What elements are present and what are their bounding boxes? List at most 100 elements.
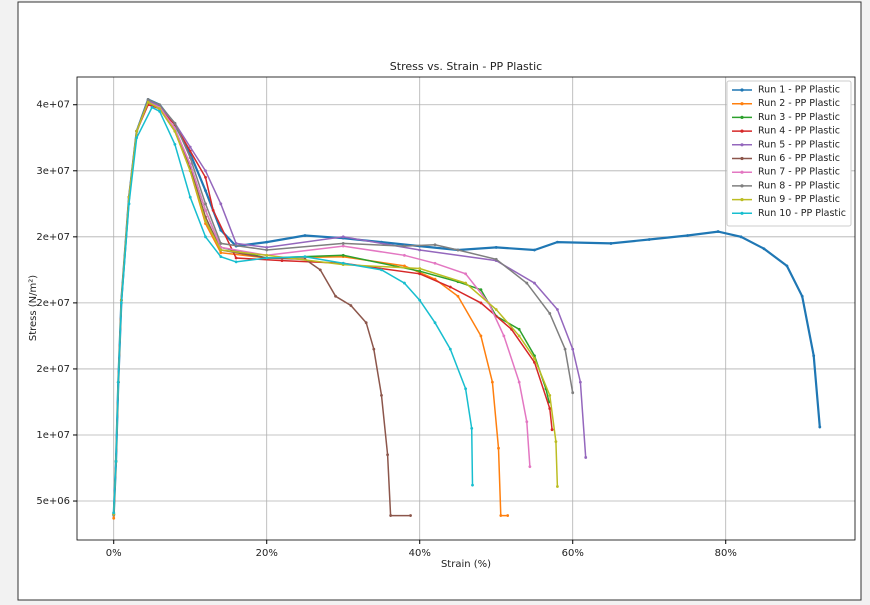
data-point — [403, 281, 406, 285]
series-line — [112, 106, 474, 513]
data-point — [490, 380, 494, 384]
data-point — [533, 281, 536, 285]
data-point — [548, 312, 552, 315]
legend-marker — [740, 156, 744, 161]
data-point — [364, 321, 368, 325]
x-tick-label: 0% — [106, 548, 122, 559]
legend-label: Run 8 - PP Plastic — [758, 180, 840, 191]
y-tick-label: 4e+07 — [36, 100, 70, 111]
data-point — [716, 230, 720, 233]
data-point — [785, 264, 789, 268]
chart-title: Stress vs. Strain - PP Plastic — [390, 60, 542, 73]
data-point — [479, 288, 483, 292]
data-point — [409, 514, 412, 517]
data-point — [418, 269, 422, 273]
legend-label: Run 5 - PP Plastic — [758, 139, 840, 150]
legend-label: Run 3 - PP Plastic — [758, 112, 840, 123]
data-point — [127, 202, 131, 206]
data-point — [265, 248, 269, 252]
y-tick-label: 5e+06 — [36, 496, 70, 507]
data-point — [135, 136, 139, 140]
legend-label: Run 4 - PP Plastic — [758, 126, 840, 137]
data-point — [479, 301, 483, 305]
y-tick-label: 2e+07 — [36, 364, 70, 375]
data-point — [204, 202, 207, 206]
y-tick-label: 2e+07 — [36, 232, 70, 243]
data-point — [219, 242, 223, 245]
data-point — [556, 308, 559, 311]
data-point — [464, 387, 468, 391]
data-point — [403, 253, 406, 257]
data-point — [686, 234, 689, 237]
data-point — [188, 162, 192, 166]
data-point — [479, 334, 483, 338]
legend-label: Run 10 - PP Plastic — [758, 208, 846, 219]
data-point — [219, 228, 223, 232]
data-point — [265, 246, 269, 249]
data-point — [341, 244, 345, 248]
data-point — [173, 129, 177, 133]
data-point — [464, 281, 468, 285]
data-point — [418, 248, 422, 252]
legend-marker — [740, 102, 744, 106]
data-point — [380, 393, 383, 397]
data-point — [812, 354, 816, 358]
data-point — [448, 347, 452, 351]
data-point — [158, 107, 162, 111]
data-point — [609, 242, 613, 245]
data-point — [464, 272, 468, 276]
data-point — [219, 202, 223, 206]
data-point — [158, 103, 162, 107]
data-point — [494, 257, 498, 261]
data-point — [303, 255, 307, 259]
data-point — [234, 242, 238, 245]
x-tick-label: 20% — [256, 548, 278, 559]
legend-box — [726, 80, 852, 227]
legend-label: Run 6 - PP Plastic — [758, 153, 840, 164]
data-point — [188, 149, 192, 153]
data-point — [525, 281, 529, 285]
data-point — [762, 247, 766, 251]
data-point — [150, 105, 154, 109]
data-point — [433, 243, 437, 247]
data-point — [517, 380, 521, 384]
data-point — [517, 334, 521, 338]
data-point — [318, 268, 322, 272]
data-point — [433, 261, 437, 265]
data-point — [116, 380, 120, 384]
data-point — [470, 426, 474, 430]
data-point — [389, 514, 393, 517]
y-tick-label: 1e+07 — [36, 430, 70, 441]
data-point — [386, 453, 389, 457]
data-point — [372, 347, 376, 351]
legend-label: Run 2 - PP Plastic — [758, 98, 840, 109]
x-tick-label: 60% — [562, 548, 584, 559]
x-axis-label: Strain (%) — [441, 559, 491, 570]
data-point — [234, 256, 238, 260]
data-point — [533, 356, 536, 360]
x-tick-label: 40% — [409, 548, 431, 559]
data-point — [548, 407, 552, 410]
data-point — [525, 420, 529, 424]
data-point — [211, 209, 215, 212]
data-point — [265, 256, 269, 260]
data-point — [234, 260, 238, 264]
figure-frame — [17, 1, 862, 601]
data-point — [119, 301, 123, 305]
data-point — [433, 321, 437, 325]
data-point — [188, 195, 192, 199]
legend-marker — [740, 115, 744, 119]
data-point — [341, 235, 345, 239]
data-point — [380, 268, 383, 272]
data-point — [188, 169, 192, 173]
data-point — [204, 209, 207, 212]
data-point — [265, 240, 269, 244]
data-point — [647, 238, 651, 241]
data-point — [584, 456, 588, 459]
data-point — [173, 121, 177, 125]
data-point — [556, 240, 559, 244]
data-point — [556, 485, 559, 488]
data-point — [418, 298, 422, 302]
